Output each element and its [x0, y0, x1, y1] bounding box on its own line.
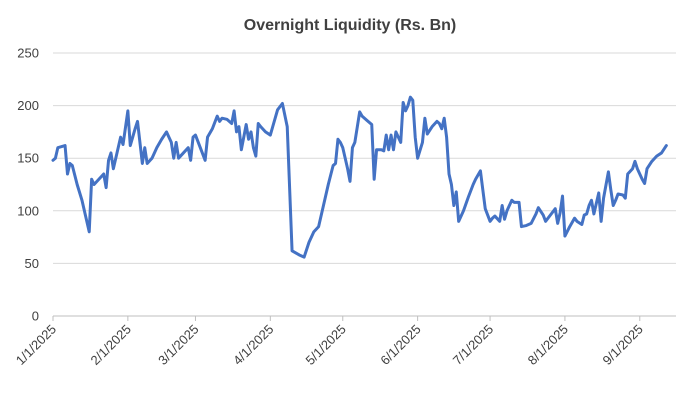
gridlines [53, 52, 676, 264]
y-axis: 0 50 100 150 200 250 [17, 46, 39, 324]
y-tick-label: 0 [32, 309, 39, 324]
x-tick-label: 9/1/2025 [600, 322, 646, 368]
y-tick-label: 250 [17, 46, 39, 61]
x-tick-label: 2/1/2025 [88, 322, 134, 368]
y-tick-label: 200 [17, 98, 39, 113]
y-tick-label: 100 [17, 203, 39, 218]
series-line-overnight-liquidity [51, 95, 668, 259]
y-tick-label: 50 [25, 256, 39, 271]
y-tick-label: 150 [17, 151, 39, 166]
x-tick-label: 5/1/2025 [302, 322, 348, 368]
x-tick-label: 4/1/2025 [230, 322, 276, 368]
x-axis: 1/1/2025 2/1/2025 3/1/2025 4/1/2025 5/1/2025… [13, 315, 676, 368]
x-tick-label: 6/1/2025 [377, 322, 423, 368]
x-tick-label: 8/1/2025 [525, 322, 571, 368]
x-tick-label: 7/1/2025 [450, 322, 496, 368]
chart-title: Overnight Liquidity (Rs. Bn) [244, 17, 456, 34]
x-tick-label: 1/1/2025 [13, 322, 59, 368]
x-tick-label: 3/1/2025 [155, 322, 201, 368]
series-layer [51, 95, 668, 259]
